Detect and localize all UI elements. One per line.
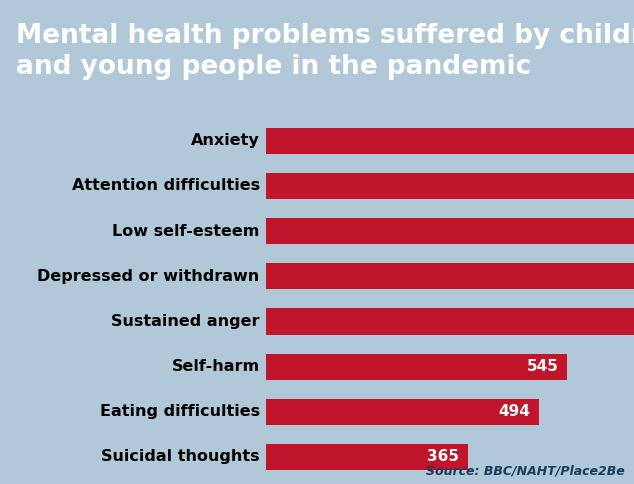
Text: Mental health problems suffered by children
and young people in the pandemic: Mental health problems suffered by child… [16, 23, 634, 80]
Bar [266, 263, 634, 289]
Bar [266, 218, 634, 244]
Text: Eating difficulties: Eating difficulties [100, 404, 260, 419]
Text: 545: 545 [527, 359, 559, 374]
Bar [266, 399, 539, 425]
Bar [266, 308, 634, 334]
Text: 365: 365 [427, 450, 459, 465]
Text: Anxiety: Anxiety [191, 133, 260, 148]
Text: Sustained anger: Sustained anger [111, 314, 260, 329]
Bar [266, 444, 467, 470]
Text: 494: 494 [498, 404, 531, 419]
Bar [266, 128, 634, 154]
Text: Suicidal thoughts: Suicidal thoughts [101, 450, 260, 465]
Bar [266, 353, 567, 379]
Text: Attention difficulties: Attention difficulties [72, 179, 260, 194]
Bar [266, 173, 634, 199]
Text: Depressed or withdrawn: Depressed or withdrawn [37, 269, 260, 284]
Text: Self-harm: Self-harm [172, 359, 260, 374]
Text: Low self-esteem: Low self-esteem [112, 224, 260, 239]
Text: Source: BBC/NAHT/Place2Be: Source: BBC/NAHT/Place2Be [426, 464, 624, 477]
